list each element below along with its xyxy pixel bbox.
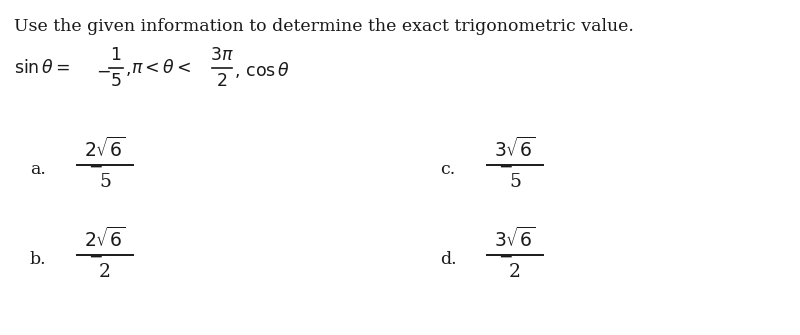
Text: a.: a. bbox=[30, 161, 46, 179]
Text: $-$: $-$ bbox=[88, 157, 102, 175]
Text: $2\sqrt{6}$: $2\sqrt{6}$ bbox=[84, 137, 126, 161]
Text: $\pi < \theta < $: $\pi < \theta < $ bbox=[131, 59, 191, 77]
Text: $2$: $2$ bbox=[216, 73, 228, 90]
Text: 5: 5 bbox=[509, 173, 521, 191]
Text: b.: b. bbox=[30, 252, 46, 268]
Text: 2: 2 bbox=[509, 263, 521, 281]
Text: $,$: $,$ bbox=[125, 62, 130, 78]
Text: $5$: $5$ bbox=[110, 73, 122, 90]
Text: Use the given information to determine the exact trigonometric value.: Use the given information to determine t… bbox=[14, 18, 634, 35]
Text: c.: c. bbox=[440, 161, 455, 179]
Text: $,\,\cos\theta$: $,\,\cos\theta$ bbox=[234, 60, 290, 80]
Text: $3\sqrt{6}$: $3\sqrt{6}$ bbox=[494, 137, 536, 161]
Text: $-$: $-$ bbox=[88, 248, 102, 265]
Text: $1$: $1$ bbox=[110, 47, 122, 64]
Text: $\sin\theta = $: $\sin\theta = $ bbox=[14, 59, 70, 77]
Text: 2: 2 bbox=[99, 263, 111, 281]
Text: 5: 5 bbox=[99, 173, 111, 191]
Text: $-$: $-$ bbox=[498, 248, 513, 265]
Text: $-$: $-$ bbox=[498, 157, 513, 175]
Text: $3\pi$: $3\pi$ bbox=[210, 47, 234, 64]
Text: d.: d. bbox=[440, 252, 457, 268]
Text: $3\sqrt{6}$: $3\sqrt{6}$ bbox=[494, 227, 536, 251]
Text: $2\sqrt{6}$: $2\sqrt{6}$ bbox=[84, 227, 126, 251]
Text: $-$: $-$ bbox=[96, 63, 110, 79]
